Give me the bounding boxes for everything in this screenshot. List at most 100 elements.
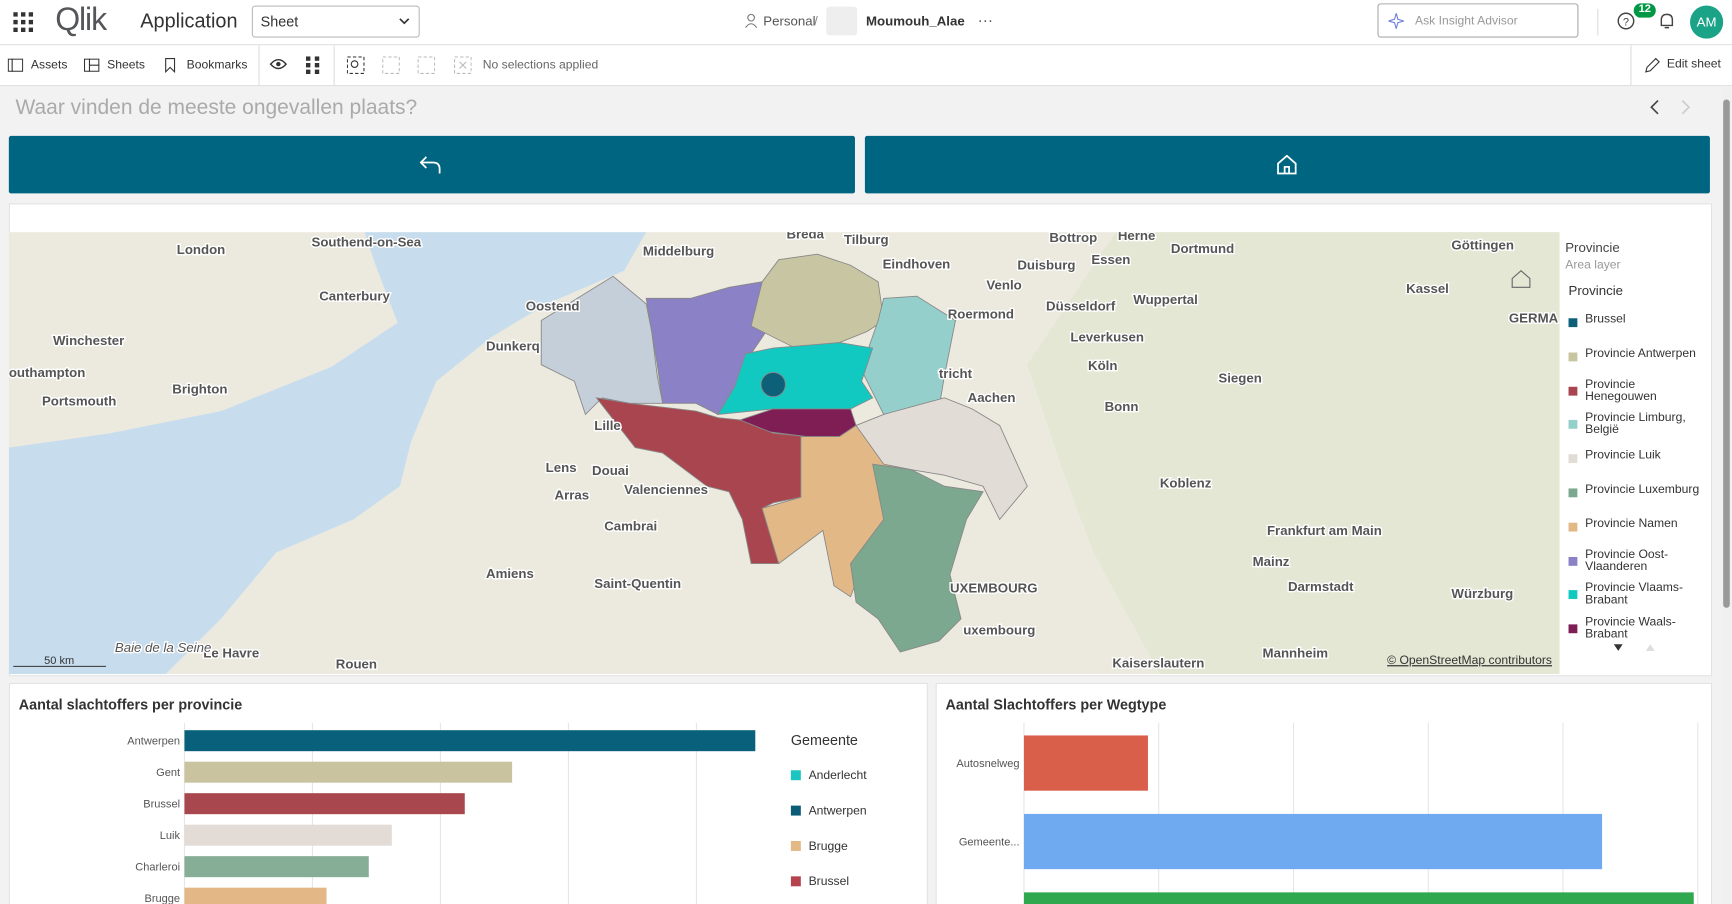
- bar[interactable]: [184, 824, 392, 846]
- legend-scroll[interactable]: [1613, 643, 1679, 654]
- place-label: Göttingen: [1451, 238, 1514, 253]
- assets-icon: [7, 58, 24, 72]
- bar[interactable]: [1023, 735, 1148, 791]
- place-label: Wuppertal: [1133, 292, 1198, 307]
- legend-label[interactable]: Antwerpen: [809, 803, 867, 817]
- legend-label[interactable]: Provincie Luik: [1585, 448, 1661, 463]
- forest: [1027, 232, 1560, 675]
- owner[interactable]: Moumouh_Alae: [866, 13, 965, 29]
- legend-title: Provincie: [1565, 239, 1620, 256]
- legend-label[interactable]: Provincie Henegouwen: [1585, 377, 1657, 403]
- map-home[interactable]: [1511, 270, 1531, 288]
- separator: /: [814, 13, 818, 29]
- bar-chart[interactable]: Antwerpen Gent Brussel Luik Charleroi Brugge G…: [9, 707, 926, 904]
- place-label: Eindhoven: [883, 257, 951, 272]
- dropdown-text: Sheet: [260, 13, 299, 30]
- place-label: Brighton: [172, 381, 227, 396]
- sheet-dropdown[interactable]: Sheet: [251, 5, 420, 38]
- scroll-thumb[interactable]: [1723, 99, 1730, 608]
- place-label: Tilburg: [844, 232, 889, 247]
- place-label: Essen: [1091, 252, 1130, 267]
- place-label: Würzburg: [1451, 586, 1513, 601]
- bar[interactable]: [184, 793, 465, 815]
- legend-swatch: [1568, 386, 1578, 396]
- bar[interactable]: [1023, 892, 1694, 904]
- place-label: tricht: [939, 366, 973, 381]
- province[interactable]: [760, 371, 786, 398]
- legend-label[interactable]: Provincie Luxemburg: [1585, 482, 1700, 497]
- clear-icon[interactable]: [453, 56, 472, 75]
- undo-icon: [419, 156, 441, 174]
- province[interactable]: [850, 463, 984, 653]
- step-back-icon[interactable]: [382, 56, 400, 75]
- province[interactable]: [595, 397, 807, 565]
- place-label: Düsseldorf: [1046, 299, 1116, 314]
- bar[interactable]: [184, 761, 513, 783]
- chevron: [399, 18, 410, 25]
- assets-button[interactable]: Assets: [30, 58, 68, 72]
- place-label: Dunkerq: [486, 338, 540, 353]
- legend-label[interactable]: Provincie Limburg, België: [1585, 411, 1686, 437]
- place-label: Mainz: [1253, 554, 1290, 569]
- legend-label[interactable]: Brugge: [809, 839, 848, 853]
- edit-sheet-button[interactable]: Edit sheet: [1630, 45, 1732, 86]
- place-label: Oostend: [526, 299, 580, 314]
- legend-label[interactable]: Anderlecht: [809, 768, 868, 782]
- scrollbar[interactable]: [1720, 86, 1732, 904]
- place-label: Le Havre: [203, 646, 259, 661]
- step-forward-icon[interactable]: [417, 56, 436, 75]
- place-label: Southend-on-Sea: [311, 234, 421, 249]
- avatar[interactable]: AM: [1690, 5, 1724, 39]
- map[interactable]: London Southend-on-Sea Middelburg Breda Tilb…: [8, 232, 1560, 675]
- bar[interactable]: [1023, 813, 1603, 870]
- place-label: outhampton: [9, 365, 86, 380]
- logo[interactable]: Qlik: [55, 2, 107, 38]
- legend-label[interactable]: Brussel: [1585, 312, 1626, 327]
- legend-label[interactable]: Provincie Antwerpen: [1585, 346, 1696, 361]
- place-label: Cambrai: [604, 518, 657, 533]
- grid-icon[interactable]: [305, 56, 321, 75]
- back-button[interactable]: [8, 135, 855, 194]
- search-box[interactable]: Ask Insight Advisor: [1377, 3, 1579, 38]
- legend-swatch: [1568, 318, 1578, 328]
- selections-status: No selections applied: [482, 58, 599, 72]
- legend-label[interactable]: Provincie Vlaams-Brabant: [1585, 581, 1684, 608]
- legend-label[interactable]: Provincie Waals-Brabant: [1585, 615, 1676, 642]
- divider: [258, 45, 260, 86]
- place-label: Koblenz: [1160, 475, 1212, 490]
- place-label: Rouen: [336, 657, 377, 672]
- y-tick-label: Brussel: [143, 799, 180, 811]
- bookmarks-button[interactable]: Bookmarks: [186, 58, 248, 72]
- prev-sheet[interactable]: [1648, 99, 1661, 115]
- space[interactable]: Personal: [763, 13, 816, 29]
- home-button[interactable]: [864, 135, 1710, 194]
- legend-label[interactable]: Brussel: [809, 874, 849, 888]
- place-label: Aachen: [968, 390, 1016, 405]
- place-label: Arras: [555, 488, 590, 503]
- menu-icon[interactable]: [13, 12, 34, 33]
- chart-title: Aantal slachtoffers per provincie: [18, 696, 243, 713]
- attribution[interactable]: © OpenStreetMap contributors: [1387, 653, 1552, 667]
- scale-label: 50 km: [44, 655, 74, 667]
- province[interactable]: [540, 275, 664, 416]
- divider: [1597, 8, 1599, 36]
- bar-chart[interactable]: Autosnelweg Gemeente...: [936, 707, 1710, 904]
- legend-label[interactable]: Provincie Oost-Vlaanderen: [1585, 547, 1669, 574]
- next-sheet[interactable]: [1679, 99, 1692, 115]
- bar[interactable]: [184, 730, 756, 752]
- bar[interactable]: [184, 887, 327, 904]
- place-label: Canterbury: [319, 289, 390, 304]
- legend-swatch: [1568, 556, 1578, 566]
- insight-icon[interactable]: [269, 57, 288, 70]
- place-label: Leverkusen: [1070, 329, 1144, 344]
- sheets-button[interactable]: Sheets: [107, 58, 145, 72]
- more-button[interactable]: ···: [977, 11, 994, 29]
- help-icon[interactable]: ?: [1617, 12, 1635, 30]
- legend-label[interactable]: Provincie Namen: [1585, 516, 1678, 531]
- smart-search-icon[interactable]: [346, 56, 365, 75]
- bar[interactable]: [184, 856, 369, 878]
- bell-icon[interactable]: [1659, 12, 1674, 30]
- place-label: Bottrop: [1049, 232, 1097, 245]
- home-icon: [1277, 154, 1297, 175]
